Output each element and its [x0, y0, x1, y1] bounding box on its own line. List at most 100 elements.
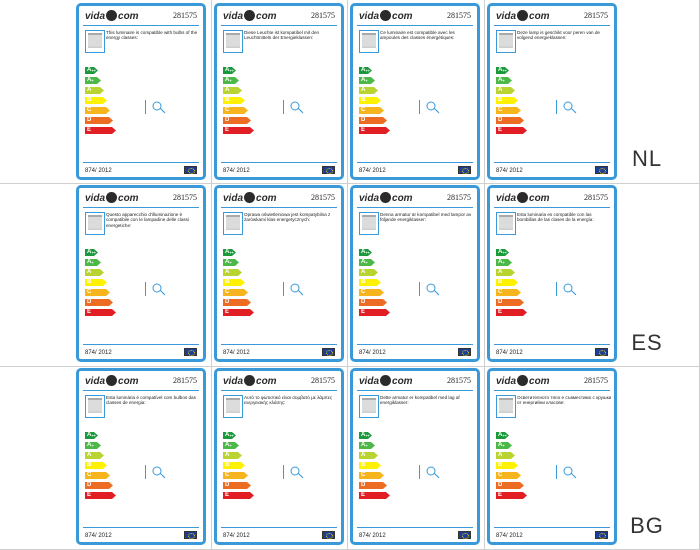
eu-flag-icon: [595, 166, 608, 174]
divider: [357, 527, 473, 528]
energy-class-bar: B: [85, 279, 107, 286]
energy-class-bar: B: [85, 462, 107, 469]
divider: [357, 162, 473, 163]
language-code: BG: [630, 513, 664, 538]
energy-class-letter: D: [225, 117, 230, 123]
energy-class-letter: C: [87, 289, 92, 295]
energy-class-bar: A+: [496, 442, 512, 449]
brand-text: vida: [359, 376, 380, 387]
energy-class-plus: +: [91, 260, 94, 265]
energy-class-letter: A: [225, 442, 230, 448]
energy-class-bar: E: [359, 309, 390, 316]
energy-label: vida com 281575 Denna armatur är kompatibel…: [350, 185, 480, 362]
energy-class-plus: +: [91, 78, 94, 83]
energy-class-bar: A+: [85, 442, 101, 449]
bulb-icon: [556, 465, 579, 479]
brand-suffix: com: [529, 193, 550, 204]
brand-suffix: com: [118, 11, 139, 22]
eu-flag-icon: [184, 166, 197, 174]
energy-class-bar: A: [85, 87, 104, 94]
energy-class-bar: A: [496, 452, 515, 459]
luminaire-icon: [496, 395, 516, 418]
energy-class-letter: E: [87, 309, 92, 315]
luminaire-icon: [496, 30, 516, 53]
label-cell-pl: vida com 281575 Oprawa oświetleniowa jest k…: [212, 184, 387, 367]
energy-class-letter: E: [87, 492, 92, 498]
regulation-number: 874/ 2012: [85, 533, 112, 539]
energy-class-letter: A: [361, 452, 366, 458]
brand-suffix: com: [392, 376, 413, 387]
brand-badge-icon: [380, 375, 392, 386]
energy-class-bar: C: [359, 472, 384, 479]
bulb-icon: [419, 282, 442, 296]
energy-class-bar: A: [359, 269, 378, 276]
brand-suffix: com: [529, 376, 550, 387]
energy-class-letter: B: [87, 97, 92, 103]
compatibility-text: Deze lamp is geschikt voor peren van de …: [517, 30, 600, 41]
energy-class-bar: A: [496, 87, 515, 94]
energy-class-bar: D: [359, 299, 387, 306]
energy-class-bar: D: [359, 482, 387, 489]
eu-flag-icon: [322, 531, 335, 539]
bulb-icon: [419, 465, 442, 479]
luminaire-icon: [85, 212, 105, 235]
brand-text: vida: [223, 11, 244, 22]
energy-class-bar: B: [85, 97, 107, 104]
energy-class-letter: E: [361, 492, 366, 498]
energy-class-bar: E: [85, 309, 116, 316]
energy-class-bar: C: [85, 472, 110, 479]
compatibility-text: Dette armatur er kompatibel med lag af e…: [380, 395, 460, 406]
brand-text: vida: [496, 11, 517, 22]
energy-class-letter: D: [361, 117, 366, 123]
eu-flag-icon: [184, 348, 197, 356]
energy-class-bar: A++: [359, 432, 372, 439]
energy-class-bar: D: [496, 117, 524, 124]
brand-suffix: com: [392, 11, 413, 22]
energy-class-letter: A: [361, 67, 366, 73]
divider: [83, 390, 199, 391]
luminaire-icon: [359, 30, 379, 53]
luminaire-icon: [85, 30, 105, 53]
brand-badge-icon: [106, 192, 118, 203]
energy-class-letter: A: [361, 87, 366, 93]
energy-class-letter: D: [361, 482, 366, 488]
energy-class-bar: D: [85, 482, 113, 489]
energy-label: vida com 281575 Questo apparecchio d'illumi…: [76, 185, 206, 362]
energy-class-letter: D: [498, 117, 503, 123]
divider: [357, 390, 473, 391]
eu-flag-icon: [595, 348, 608, 356]
energy-class-plus: ++: [229, 433, 235, 438]
energy-class-plus: ++: [502, 433, 508, 438]
energy-class-plus: ++: [502, 250, 508, 255]
energy-class-bar: A: [223, 269, 242, 276]
compatibility-text: This luminaire is compatible with bulbs …: [106, 30, 198, 41]
energy-class-plus: ++: [502, 68, 508, 73]
brand-logo: vida com: [496, 375, 550, 387]
energy-class-bar: A++: [85, 432, 98, 439]
energy-class-bar: E: [85, 127, 116, 134]
energy-class-letter: A: [87, 249, 92, 255]
eu-flag-icon: [458, 531, 471, 539]
bulb-icon: [283, 465, 306, 479]
divider: [221, 344, 337, 345]
energy-class-bar: D: [223, 117, 251, 124]
energy-class-bar: C: [85, 107, 110, 114]
energy-class-letter: A: [225, 249, 230, 255]
brand-text: vida: [496, 376, 517, 387]
energy-class-bar: D: [359, 117, 387, 124]
energy-class-bar: A++: [85, 249, 98, 256]
energy-class-letter: B: [361, 462, 366, 468]
luminaire-icon: [223, 395, 243, 418]
product-code: 281575: [311, 376, 335, 385]
energy-class-plus: ++: [365, 250, 371, 255]
energy-label: vida com 281575 Oprawa oświetleniowa jest k…: [214, 185, 344, 362]
energy-label: vida com 281575 Dette armatur er kompatibel…: [350, 368, 480, 545]
energy-class-letter: A: [498, 87, 503, 93]
energy-class-letter: B: [498, 97, 503, 103]
energy-class-bar: C: [496, 107, 521, 114]
energy-class-bar: E: [359, 492, 390, 499]
energy-class-bar: B: [223, 279, 245, 286]
brand-badge-icon: [244, 375, 256, 386]
label-cell-it: vida com 281575 Questo apparecchio d'illumi…: [0, 184, 246, 367]
eu-flag-icon: [458, 348, 471, 356]
